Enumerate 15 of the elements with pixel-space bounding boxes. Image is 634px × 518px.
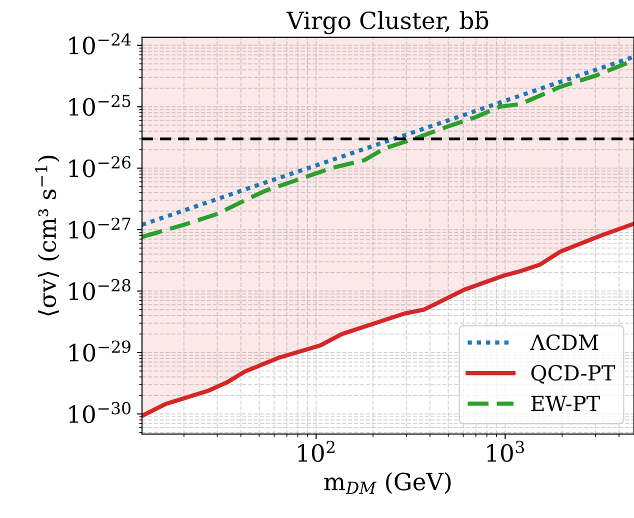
legend-label: QCD-PT xyxy=(531,364,616,384)
x-tick-label: 10$^{2}$ xyxy=(298,440,334,462)
chart-title: Virgo Cluster, bb̄ xyxy=(286,11,488,34)
y-tick-label: 10$^{−30}$ xyxy=(69,402,130,424)
x-axis-title: m$_{DM}$ (GeV) xyxy=(324,472,451,494)
y-tick-label: 10$^{−25}$ xyxy=(69,94,130,116)
legend-label: ΛCDM xyxy=(530,334,598,350)
y-tick-label: 10$^{−29}$ xyxy=(70,340,130,362)
x-tick-label: 10$^{3}$ xyxy=(487,440,524,462)
y-tick-label: 10$^{−26}$ xyxy=(69,156,131,178)
y-axis-title: ⟨σv⟩ (cm³ s$^{−1}$) xyxy=(34,156,60,316)
y-tick-label: 10$^{−24}$ xyxy=(69,33,131,54)
y-tick-label: 10$^{−27}$ xyxy=(69,218,130,239)
legend-label: EW-PT xyxy=(531,396,600,411)
y-tick-label: 10$^{−28}$ xyxy=(69,279,130,300)
